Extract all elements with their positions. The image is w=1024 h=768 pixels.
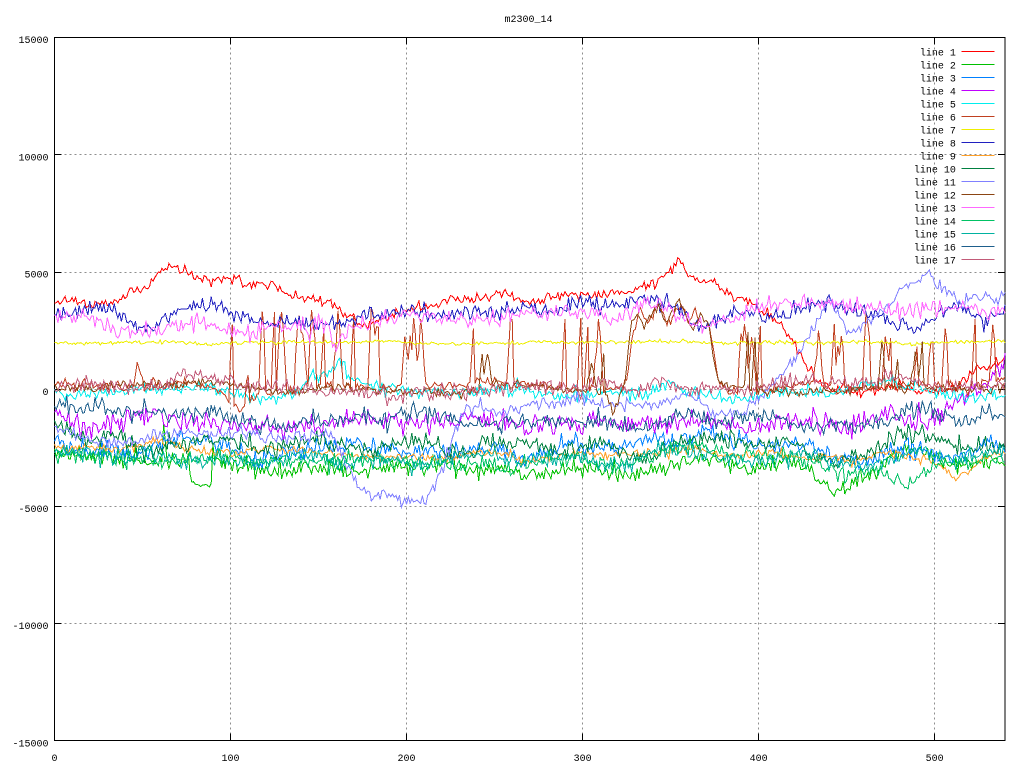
svg-text:line 5: line 5 [920, 99, 956, 111]
svg-text:0: 0 [42, 388, 48, 399]
svg-text:line 11: line 11 [914, 177, 956, 189]
svg-text:line 10: line 10 [914, 164, 956, 176]
svg-text:10000: 10000 [18, 153, 48, 164]
svg-text:line 2: line 2 [920, 60, 956, 72]
svg-text:line 1: line 1 [920, 47, 956, 59]
svg-text:line 7: line 7 [920, 125, 956, 137]
svg-text:m2300_14: m2300_14 [504, 15, 552, 26]
svg-text:line 14: line 14 [914, 216, 956, 228]
svg-text:line 17: line 17 [914, 255, 956, 267]
svg-text:-5000: -5000 [18, 505, 48, 516]
svg-text:500: 500 [926, 754, 944, 765]
svg-text:line 6: line 6 [920, 112, 956, 124]
svg-text:-15000: -15000 [12, 739, 48, 750]
svg-text:400: 400 [750, 754, 768, 765]
svg-text:line 13: line 13 [914, 203, 956, 215]
svg-text:line 16: line 16 [914, 242, 956, 254]
svg-text:line 12: line 12 [914, 190, 956, 202]
svg-text:300: 300 [574, 754, 592, 765]
svg-text:100: 100 [221, 754, 239, 765]
svg-text:15000: 15000 [18, 36, 48, 47]
svg-text:line 15: line 15 [914, 229, 956, 241]
svg-text:200: 200 [397, 754, 415, 765]
svg-text:line 8: line 8 [920, 138, 956, 150]
svg-text:-10000: -10000 [12, 622, 48, 633]
svg-text:line 9: line 9 [920, 151, 956, 163]
svg-text:5000: 5000 [24, 271, 48, 282]
svg-text:line 4: line 4 [920, 86, 956, 98]
svg-text:line 3: line 3 [920, 73, 956, 85]
svg-text:0: 0 [51, 754, 57, 765]
